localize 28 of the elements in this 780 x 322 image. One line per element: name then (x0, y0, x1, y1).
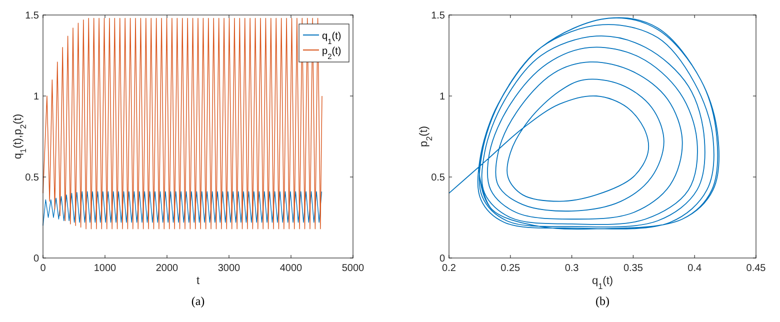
x-tick-label: 0.35 (623, 263, 644, 274)
x-tick-label: 5000 (342, 263, 365, 274)
x-axis-title: t (196, 275, 200, 287)
y-tick-label: 0 (33, 254, 40, 264)
y-tick-label: 1 (33, 92, 40, 102)
x-tick-label: 4000 (280, 263, 303, 274)
x-tick-label: 3000 (218, 263, 241, 274)
x-tick-label: 0.3 (564, 263, 580, 274)
x-tick-label: 0.4 (688, 263, 702, 274)
x-axis-title: q$_{1}$(t) (592, 275, 614, 290)
y-tick-label: 1 (439, 92, 446, 102)
y-tick-label: 0 (439, 254, 446, 264)
x-tick-label: 0 (40, 263, 46, 274)
text: (b) (596, 294, 610, 308)
x-tick-label: 1000 (94, 263, 117, 274)
line-series (42, 18, 322, 230)
x-tick-label: 0.45 (746, 263, 766, 274)
y-tick-label: 0.5 (431, 172, 446, 184)
x-tick-label: 0.25 (500, 263, 521, 274)
y-tick-label: 0.5 (25, 172, 40, 184)
y-tick-label: 1.5 (431, 10, 446, 22)
legend-label: p$_{2}$(t) (322, 46, 342, 60)
line-series (448, 18, 720, 230)
text: (a) (191, 294, 205, 308)
x-tick-label: 0.2 (442, 263, 456, 274)
x-tick-label: 2000 (156, 263, 179, 274)
legend-label: q$_{1}$(t) (322, 31, 342, 46)
y-tick-label: 1.5 (25, 10, 40, 22)
